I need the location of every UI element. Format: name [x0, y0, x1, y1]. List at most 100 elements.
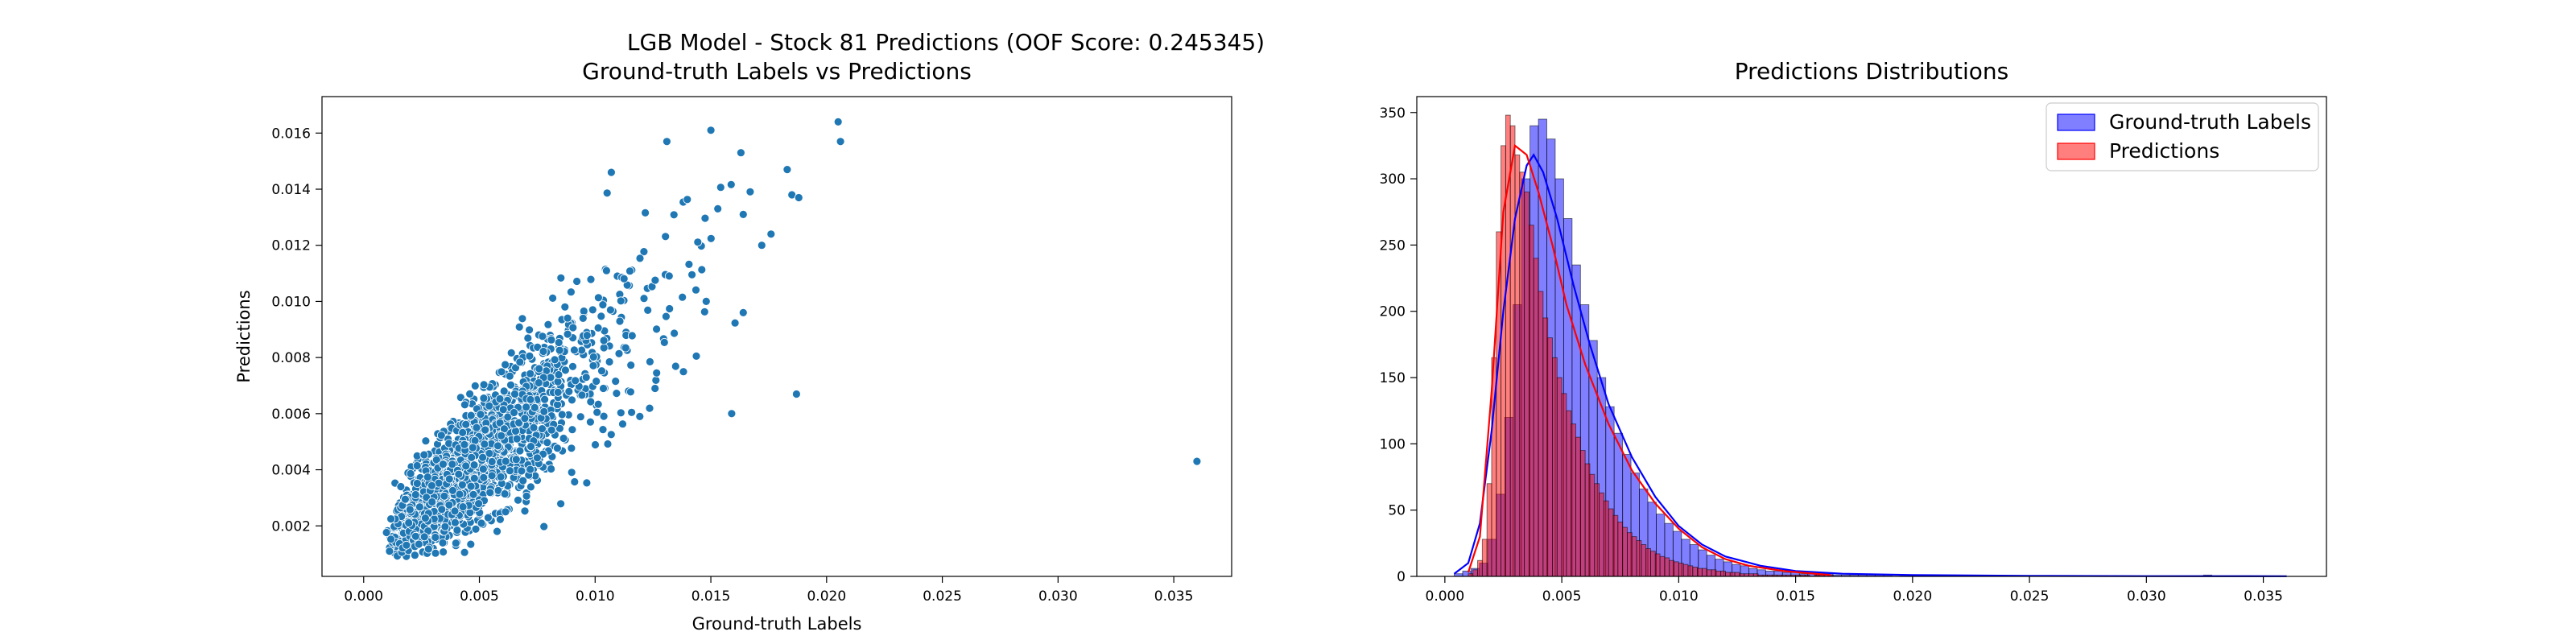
scatter-point: [525, 325, 534, 335]
scatter-point: [415, 502, 424, 512]
scatter-point: [614, 349, 624, 358]
hist-bar-predictions: [1599, 492, 1604, 577]
hist-bar-predictions: [1664, 557, 1670, 577]
scatter-point: [477, 518, 486, 528]
scatter-point: [650, 384, 660, 393]
scatter-point: [472, 423, 481, 432]
hist-ytick-label: 350: [1380, 105, 1406, 122]
scatter-frame: [321, 96, 1232, 577]
scatter-point: [526, 394, 535, 404]
hist-ytick-label: 300: [1380, 171, 1406, 188]
scatter-point: [553, 387, 563, 397]
scatter-point: [448, 486, 457, 495]
legend-swatch-ground-truth: [2057, 114, 2095, 131]
scatter-point: [411, 531, 420, 541]
scatter-ytick-label: 0.012: [271, 238, 311, 254]
legend-label-predictions: Predictions: [2109, 139, 2219, 163]
scatter-point: [684, 259, 694, 269]
scatter-point: [602, 188, 612, 198]
scatter-point: [529, 423, 539, 432]
scatter-point: [700, 213, 710, 223]
scatter-point: [461, 461, 471, 471]
hist-bar-predictions: [1687, 565, 1694, 577]
scatter-point: [612, 389, 621, 398]
scatter-point: [479, 394, 489, 403]
scatter-point: [465, 389, 474, 398]
hist-ytick-label: 100: [1380, 436, 1406, 452]
scatter-point: [487, 471, 497, 481]
scatter-point: [406, 469, 415, 478]
scatter-points: [382, 117, 1202, 561]
hist-bar-predictions: [1645, 547, 1651, 577]
scatter-point: [439, 547, 448, 556]
scatter-point: [579, 307, 588, 316]
scatter-xtick-label: 0.025: [923, 588, 962, 605]
scatter-point: [505, 371, 514, 381]
hist-bar-predictions: [1612, 514, 1619, 577]
scatter-point: [599, 384, 608, 393]
scatter-point: [471, 524, 481, 534]
scatter-point: [616, 296, 625, 306]
scatter-ytick-label: 0.004: [271, 463, 311, 479]
hist-legend: Ground-truth Labels Predictions: [2046, 102, 2319, 171]
legend-label-ground-truth: Ground-truth Labels: [2109, 110, 2311, 134]
scatter-title: Ground-truth Labels vs Predictions: [582, 58, 972, 85]
hist-bar-predictions: [1477, 559, 1483, 577]
scatter-point: [1192, 456, 1202, 466]
scatter-point: [523, 333, 533, 343]
hist-bar-predictions: [1711, 569, 1717, 577]
scatter-point: [586, 417, 595, 427]
scatter-point: [514, 418, 523, 427]
scatter-point: [469, 473, 479, 483]
scatter-point: [469, 489, 478, 499]
scatter-point: [627, 407, 636, 417]
hist-bar-predictions: [1538, 291, 1544, 577]
scatter-point: [547, 425, 556, 435]
scatter-point: [556, 499, 565, 509]
scatter-point: [448, 460, 457, 469]
hist-bar-predictions: [1594, 483, 1600, 577]
scatter-point: [716, 183, 725, 192]
scatter-point: [478, 464, 488, 474]
scatter-xtick-label: 0.030: [1038, 588, 1078, 605]
scatter-point: [466, 539, 476, 549]
scatter-point: [496, 473, 506, 481]
scatter-point: [597, 312, 606, 321]
hist-bar-predictions: [1706, 569, 1712, 577]
scatter-point: [572, 277, 581, 286]
scatter-point: [450, 506, 460, 516]
scatter-point: [766, 229, 776, 239]
scatter-point: [538, 424, 547, 433]
hist-bar-predictions: [1472, 569, 1478, 577]
scatter-point: [598, 425, 608, 434]
hist-bar-predictions: [1650, 551, 1656, 577]
scatter-point: [782, 165, 792, 175]
scatter-point: [559, 434, 568, 443]
scatter-point: [414, 539, 423, 549]
hist-bar-predictions: [1486, 483, 1492, 577]
scatter-ytick-label: 0.008: [271, 350, 311, 366]
scatter-point: [639, 247, 649, 257]
hist-axes: 0.000 0.005 0.010 0.015 0.020 0.025 0.030 0.035…: [1380, 105, 2283, 605]
scatter-point: [460, 547, 469, 557]
scatter-point: [427, 481, 436, 490]
scatter-point: [526, 442, 535, 451]
hist-bar-predictions: [1641, 544, 1647, 577]
hist-frame: [1416, 96, 2327, 577]
scatter-point: [560, 302, 570, 312]
scatter-point: [419, 532, 429, 542]
scatter-point: [511, 455, 521, 464]
scatter-point: [422, 493, 431, 502]
scatter-point: [697, 265, 707, 275]
scatter-point: [515, 446, 525, 456]
hist-ytick-label: 0: [1397, 569, 1406, 585]
hist-xtick-label: 0.010: [1659, 588, 1699, 605]
hist-bar-predictions: [1715, 570, 1722, 577]
scatter-point: [621, 343, 630, 353]
scatter-point: [506, 348, 516, 357]
scatter-point: [678, 292, 687, 302]
scatter-point: [547, 335, 556, 345]
scatter-point: [663, 137, 671, 147]
scatter-point: [611, 377, 621, 386]
scatter-point: [497, 367, 506, 377]
